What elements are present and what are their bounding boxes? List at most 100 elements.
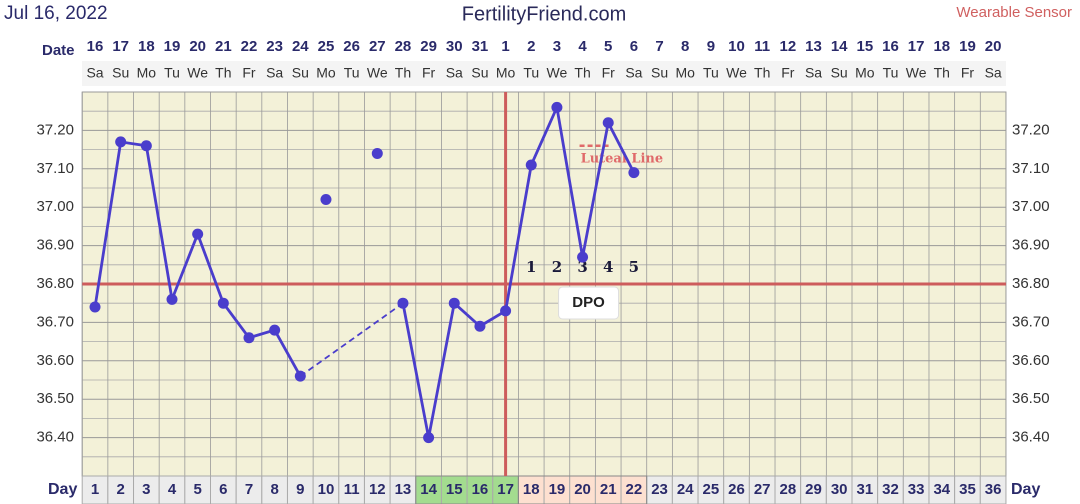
weekday: We [726, 65, 747, 81]
y-tick-label: 37.20 [36, 121, 74, 138]
temperature-point [525, 159, 537, 171]
weekday: Sa [985, 65, 1002, 81]
date-number: 22 [241, 38, 258, 55]
y-tick-label-right: 37.00 [1012, 198, 1050, 215]
date-number: 23 [266, 38, 283, 55]
day-cell [877, 475, 904, 504]
date-number: 30 [446, 38, 463, 55]
y-tick-label: 36.70 [36, 313, 74, 330]
day-number: 29 [805, 481, 822, 498]
temperature-point [448, 297, 460, 309]
y-tick-label: 36.90 [36, 237, 74, 254]
date-number: 10 [728, 38, 745, 55]
weekday: Sa [266, 65, 283, 81]
temperature-point [500, 305, 512, 317]
date-number: 16 [87, 38, 104, 55]
day-number: 32 [882, 481, 899, 498]
temperature-point [269, 324, 281, 336]
y-tick-label-right: 36.60 [1012, 352, 1050, 369]
temperature-point [217, 297, 229, 309]
day-number: 1 [91, 481, 99, 498]
day-number: 25 [703, 481, 720, 498]
dpo-title: DPO [572, 294, 605, 311]
temperature-point [115, 136, 127, 148]
weekday: Sa [625, 65, 642, 81]
luteal-label: Luteal Line [581, 151, 664, 166]
weekday: Mo [496, 65, 516, 81]
day-cell [825, 475, 853, 504]
day-cell [671, 475, 699, 504]
y-tick-label-right: 36.70 [1012, 313, 1050, 330]
day-number: 33 [908, 481, 925, 498]
day-cell [338, 475, 365, 504]
y-tick-label: 36.50 [36, 390, 74, 407]
dpo-number: 5 [629, 258, 639, 276]
day-number: 7 [245, 481, 253, 498]
weekday: Su [651, 65, 668, 81]
weekday: Fr [781, 65, 795, 81]
weekday: Sa [86, 65, 103, 81]
temperature-point [577, 251, 589, 263]
weekday: Sa [805, 65, 822, 81]
weekday: Th [215, 65, 231, 81]
date-number: 17 [112, 38, 129, 55]
temperature-point [423, 432, 435, 444]
day-cell [928, 475, 956, 504]
temperature-point [474, 320, 486, 332]
day-cell [697, 475, 725, 504]
day-cell [158, 475, 186, 504]
weekday: Mo [316, 65, 336, 81]
day-number: 30 [831, 481, 848, 498]
temperature-point [602, 117, 614, 129]
day-cell [954, 475, 981, 504]
weekday: Fr [422, 65, 436, 81]
day-number: 23 [651, 481, 668, 498]
weekday: Tu [523, 65, 539, 81]
weekday: Mo [675, 65, 695, 81]
weekday-band [82, 61, 1006, 86]
chart-subtitle: Jul 16, 2022 [4, 3, 108, 24]
temperature-point [628, 167, 640, 179]
day-number: 15 [446, 481, 463, 498]
date-number: 27 [369, 38, 386, 55]
date-number: 21 [215, 38, 232, 55]
weekday: Tu [703, 65, 719, 81]
date-number: 18 [933, 38, 950, 55]
day-cell [979, 475, 1007, 504]
day-number: 14 [420, 481, 437, 498]
weekday: Th [934, 65, 950, 81]
y-tick-label: 36.80 [36, 275, 74, 292]
day-cell [81, 475, 109, 504]
date-label: Date [42, 42, 75, 59]
temperature-point [166, 293, 178, 305]
dpo-number: 3 [577, 258, 587, 276]
date-number: 13 [805, 38, 822, 55]
date-number: 16 [882, 38, 899, 55]
y-tick-label: 37.10 [36, 160, 74, 177]
temperature-point [89, 301, 101, 313]
day-cell [389, 475, 417, 504]
date-number: 9 [707, 38, 715, 55]
date-number: 14 [831, 38, 848, 55]
day-label-right: Day [1011, 481, 1040, 498]
y-tick-label: 37.00 [36, 198, 74, 215]
day-number: 36 [985, 481, 1002, 498]
weekday: We [906, 65, 927, 81]
day-number: 22 [626, 481, 643, 498]
bridge-line [299, 302, 404, 377]
date-number: 19 [164, 38, 181, 55]
day-number: 16 [472, 481, 489, 498]
date-number: 8 [681, 38, 689, 55]
temperature-point [243, 332, 255, 344]
day-number: 27 [754, 481, 771, 498]
day-number: 13 [395, 481, 412, 498]
y-tick-label: 36.60 [36, 352, 74, 369]
day-number: 11 [344, 481, 360, 498]
date-number: 3 [553, 38, 561, 55]
y-tick-label-right: 37.10 [1012, 160, 1050, 177]
discarded-point [320, 194, 332, 206]
weekday: Th [395, 65, 411, 81]
date-number: 5 [604, 38, 612, 55]
chart-title: FertilityFriend.com [462, 3, 626, 25]
